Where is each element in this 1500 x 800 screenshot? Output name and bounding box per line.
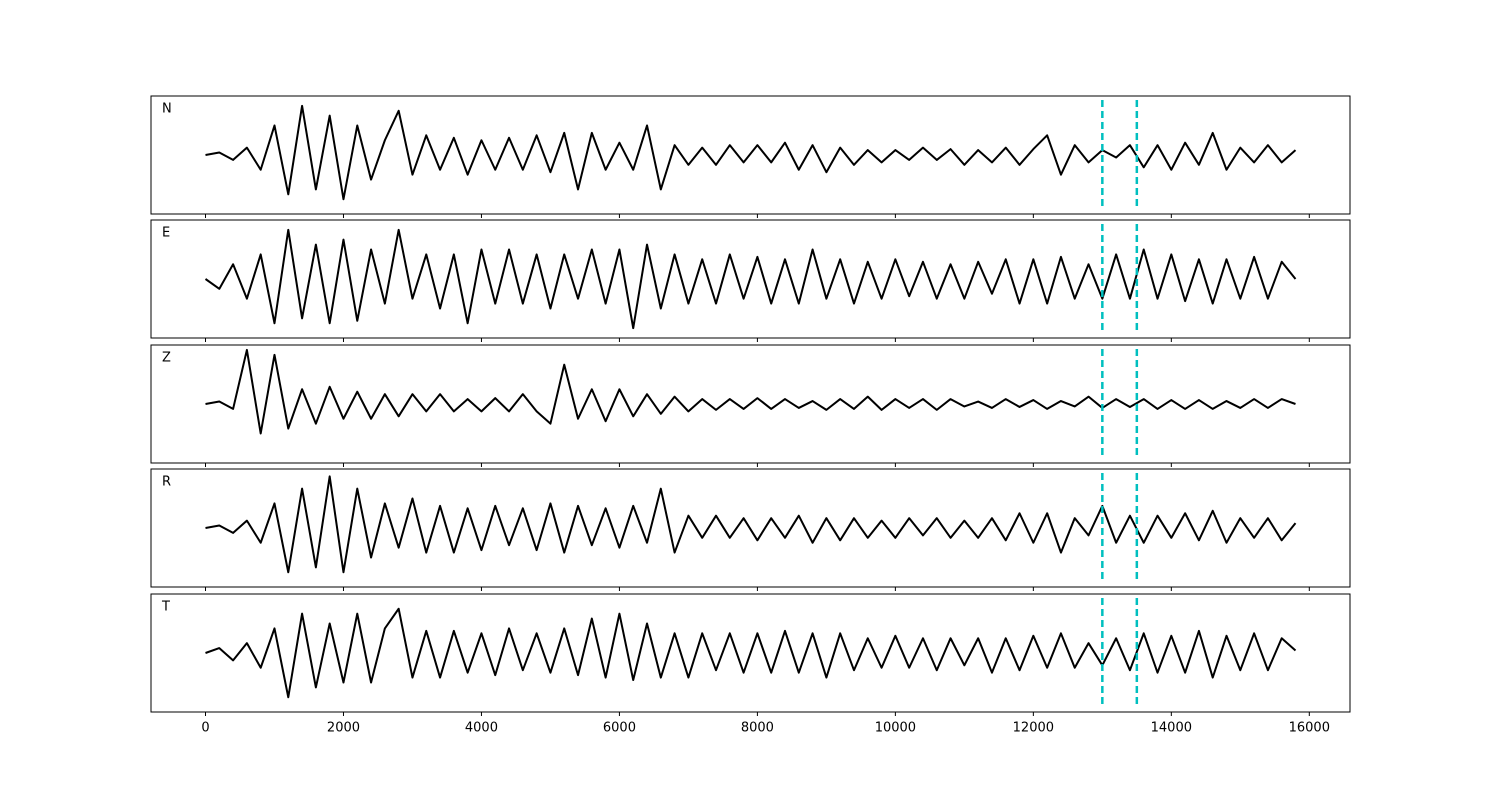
panel-frame: [150, 593, 1351, 713]
waveform: [205, 348, 1296, 435]
x-tick-label: 14000: [1151, 721, 1192, 736]
x-tick-label: 2000: [327, 721, 360, 736]
waveform: [205, 104, 1297, 201]
panel-label: N: [162, 102, 172, 117]
panel-label: T: [161, 600, 170, 615]
x-tick-label: 0: [201, 721, 209, 736]
x-tick-label: 4000: [465, 721, 498, 736]
panel-frame: [150, 468, 1351, 588]
panel-frame: [150, 344, 1351, 464]
waveform: [205, 607, 1297, 699]
panel-frame: [150, 95, 1351, 215]
panel-label: R: [162, 475, 171, 490]
waveform: [204, 228, 1297, 330]
panel-frame: [150, 219, 1351, 339]
panel-label: Z: [162, 351, 171, 366]
panel-label: E: [162, 226, 170, 241]
x-tick-label: 6000: [603, 721, 636, 736]
x-tick-label: 10000: [875, 721, 916, 736]
x-tick-label: 8000: [741, 721, 774, 736]
x-tick-label: 12000: [1013, 721, 1054, 736]
waveform: [205, 475, 1297, 574]
x-tick-label: 16000: [1289, 721, 1330, 736]
